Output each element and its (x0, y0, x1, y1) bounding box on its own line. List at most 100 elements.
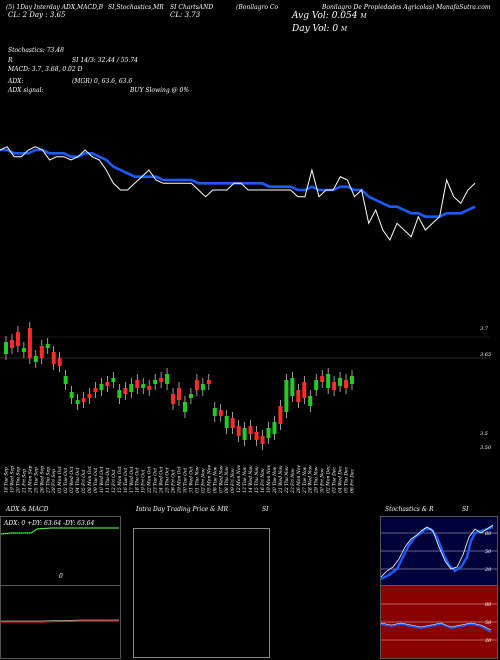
candle-body (33, 356, 38, 362)
mr-signal-line (381, 622, 492, 631)
stoch-r-label: R (8, 57, 13, 64)
date-label: 18 Thu Oct (135, 467, 141, 493)
adx-signal-label: ADX signal: (8, 87, 44, 94)
candle-body (302, 382, 307, 398)
date-label: 30 Fri Nov (320, 468, 326, 493)
price-tick-mid: 3.65 (480, 352, 491, 358)
mr-tick-50: 50 (485, 620, 492, 626)
date-label: 26 Mon Nov (296, 465, 302, 493)
stoch-tick-80: 80 (485, 531, 492, 537)
candle-body (272, 422, 277, 434)
date-label: 12 Fri Oct (111, 469, 117, 493)
adx-minus-line (1, 527, 119, 535)
candle-body (230, 418, 235, 428)
candle-body (326, 374, 331, 388)
date-label: 19 Mon Nov (266, 465, 272, 493)
candle-body (21, 348, 26, 352)
candle-body (290, 378, 295, 396)
candle-body (111, 378, 116, 382)
date-label: 19 Wed Sep (9, 466, 15, 493)
header-company: (Bonilagro Co (236, 4, 279, 11)
header-company-full: Bonilagro De Propiedades Agricolas) Mana… (322, 4, 491, 11)
candle-body (51, 352, 56, 364)
adx-label: ADX: (8, 78, 24, 85)
date-label: 20 Thu Sep (15, 467, 21, 493)
candle-body (4, 342, 8, 354)
date-label: 27 Tue Nov (302, 466, 308, 493)
candle-body (153, 380, 158, 384)
date-label: 27 Thu Sep (45, 467, 51, 493)
candle-body (296, 390, 301, 402)
date-label: 09 Fri Nov (230, 468, 236, 493)
date-label: 06 Tue Nov (212, 466, 218, 493)
candle-body (188, 394, 193, 398)
header-indicators-line: (5) 1Day Interday ADX,MACD,B (6, 4, 103, 11)
mr-line (381, 622, 492, 633)
stochastics-readout: Stochastics: 73.48 (8, 47, 64, 54)
adx-panel-readout: ADX: 0 +DY: 63.64 -DY: 63.64 (4, 520, 95, 527)
date-label: 08 Thu Nov (224, 466, 230, 493)
candle-body (15, 332, 20, 346)
candle-body (218, 410, 223, 416)
candle-body (260, 436, 265, 444)
candlestick-chart: 3.7 3.65 3.5 3.50 18 Tue Sep 19 Wed Sep 20… (0, 322, 492, 493)
candle-body (87, 394, 92, 398)
date-label: 26 Wed Sep (39, 466, 45, 493)
date-label: 22 Mon Oct (147, 466, 153, 493)
candle-body (194, 380, 199, 390)
candle-body (27, 328, 32, 358)
date-label: 21 Wed Nov (278, 465, 284, 493)
candle-body (159, 378, 164, 382)
intraday-panel (133, 528, 270, 658)
date-label: 04 Thu Oct (75, 467, 81, 493)
date-label: 01 Thu Nov (194, 466, 200, 493)
candle-body (117, 390, 122, 398)
date-label: 16 Fri Nov (260, 468, 266, 493)
candle-body (314, 380, 319, 390)
mr-lines: 80 50 20 (381, 602, 497, 644)
mr-panel: 80 50 20 (380, 585, 498, 659)
date-label: 29 Thu Nov (314, 466, 320, 493)
date-label: 25 Thu Oct (165, 467, 171, 493)
candle-body (206, 380, 211, 384)
adx-plus-line (1, 527, 119, 535)
avg-volume: Avg Vol: 0.054 M (292, 11, 367, 21)
mr-tick-80: 80 (485, 602, 492, 608)
candle-body (266, 428, 271, 438)
header-close-value: CL: 3.73 (170, 11, 201, 19)
price-tick-bottom: 3.50 (480, 445, 492, 451)
date-label: 25 Tue Sep (33, 467, 39, 493)
date-label: 10 Wed Oct (99, 466, 105, 493)
date-label: 11 Thu Oct (105, 467, 111, 493)
date-label: 20 Tue Nov (272, 466, 278, 493)
date-label: 18 Tue Sep (4, 467, 10, 493)
macd-readout: MACD: 3.7, 3.68, 0.02 D (8, 66, 83, 73)
intraday-title: Intra Day Trading Price & MR (136, 506, 229, 513)
date-label: 19 Fri Oct (141, 469, 147, 493)
candle-body (93, 388, 98, 392)
mr-tick-20: 20 (484, 638, 492, 644)
stoch-panel: 80 50 20 (380, 516, 498, 586)
candle-body (135, 380, 140, 388)
candle-body (248, 426, 253, 434)
candle-body (278, 406, 283, 424)
candle-body (284, 380, 289, 412)
candle-body (200, 384, 205, 390)
stoch-tick-50: 50 (485, 549, 492, 555)
price-tick-low: 3.5 (480, 431, 488, 437)
header-stoch-label: SI,Stochastics,MR (108, 4, 164, 11)
candle-body (81, 398, 86, 402)
stoch-k-line (381, 525, 494, 581)
date-label: 15 Mon Oct (117, 466, 123, 493)
date-label: 05 Mon Nov (206, 465, 212, 493)
date-label: 05 Thu Dec (344, 466, 350, 493)
date-label: 30 Tue Oct (182, 468, 188, 493)
candle-body (105, 382, 110, 386)
candle-body (39, 346, 44, 358)
intraday-si-title: SI (262, 506, 269, 513)
adx-values: (MGR) 0, 63.6, 63.6 (72, 78, 133, 85)
candle-body (69, 392, 74, 398)
candle-body (254, 432, 259, 440)
adx-panel-mark: 0 (59, 573, 63, 580)
candle-body (165, 374, 170, 384)
